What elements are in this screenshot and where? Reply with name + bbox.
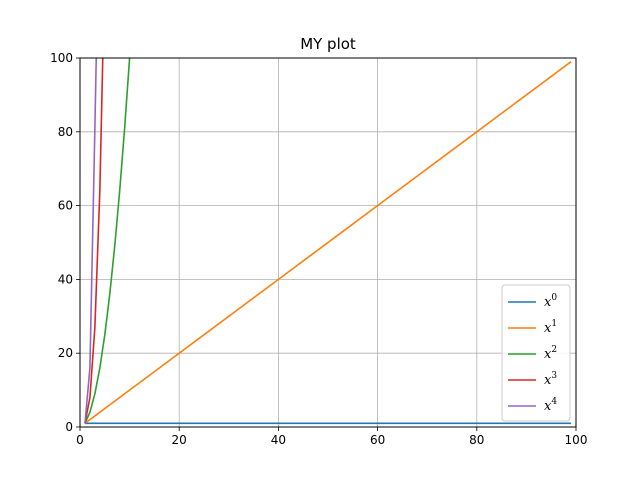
y-tick-label: 20 [58, 346, 73, 360]
legend-label: x1 [544, 319, 557, 336]
y-tick-label: 0 [65, 420, 73, 434]
legend-label: x0 [544, 293, 557, 310]
x-tick-label: 20 [172, 433, 187, 447]
legend-label-exponent: 1 [551, 319, 557, 329]
series-line-1 [84, 61, 572, 424]
y-tick-label: 80 [58, 125, 73, 139]
legend-label-base: x [544, 399, 552, 414]
series-line-3 [84, 58, 104, 424]
plot-frame [79, 57, 577, 428]
legend-box [501, 284, 571, 422]
legend-label: x4 [544, 397, 557, 414]
legend-label-exponent: 3 [551, 371, 557, 381]
y-tick-label: 60 [58, 199, 73, 213]
x-tick-label: 60 [370, 433, 385, 447]
y-tick-label: 40 [58, 272, 73, 286]
legend-label-exponent: 2 [551, 345, 557, 355]
chart-title: MY plot [300, 35, 356, 53]
legend-label-base: x [544, 373, 552, 388]
x-tick-label: 80 [469, 433, 484, 447]
legend-label-exponent: 4 [551, 397, 557, 407]
legend-label: x2 [544, 345, 557, 362]
legend-label-base: x [544, 295, 552, 310]
series-line-4 [84, 58, 98, 424]
legend-label-base: x [544, 347, 552, 362]
x-tick-label: 40 [271, 433, 286, 447]
grid [79, 57, 577, 428]
legend-label-exponent: 0 [551, 293, 557, 303]
legend-label-base: x [544, 321, 552, 336]
legend-label: x3 [544, 371, 557, 388]
x-tick-label: 100 [565, 433, 588, 447]
series-line-2 [84, 58, 131, 424]
series-group [84, 58, 572, 425]
x-tick-label: 0 [76, 433, 84, 447]
y-tick-label: 100 [50, 51, 73, 65]
